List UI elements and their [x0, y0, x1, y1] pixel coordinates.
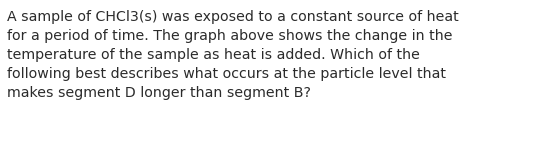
Text: A sample of CHCl3(s) was exposed to a constant source of heat
for a period of ti: A sample of CHCl3(s) was exposed to a co…: [7, 10, 459, 100]
